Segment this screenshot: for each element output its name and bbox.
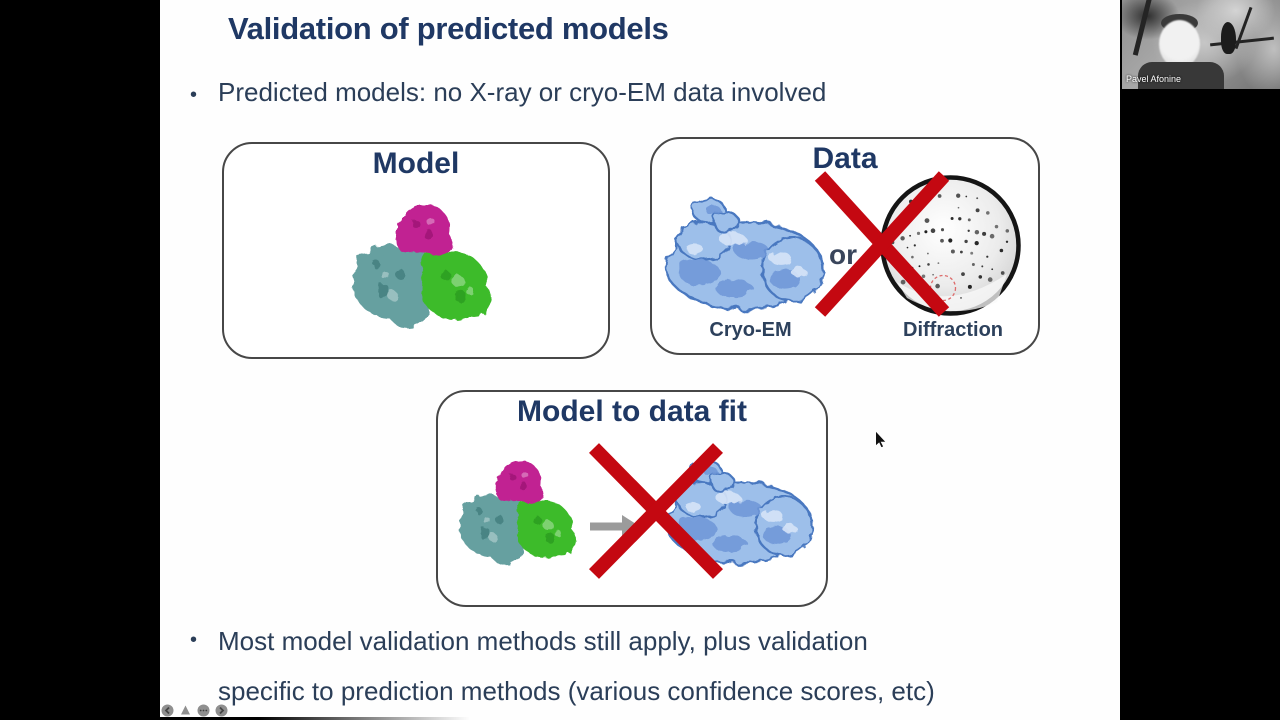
letterbox-right [1120,0,1280,720]
cryoem-caption: Cryo-EM [709,319,792,341]
bullet-line-1: Most model validation methods still appl… [218,626,868,656]
letterbox-left [0,0,160,720]
panel-model-title: Model [372,147,460,180]
diffraction-caption: Diffraction [903,319,1003,341]
person-torso [1138,62,1224,89]
bullet-marker: • [190,84,198,106]
bullet-line-2: specific to prediction methods (various … [218,676,935,706]
panel-data-title: Data [812,142,878,175]
red-cross-fit-icon [589,443,723,579]
participant-name-label: Pavel Afonine [1126,74,1182,84]
slide-title: Validation of predicted models [228,11,669,46]
previous-slide-icon[interactable] [161,704,174,717]
pen-icon[interactable] [179,704,192,717]
more-options-icon[interactable] [197,704,210,717]
bottom-edge-strip [0,717,470,720]
or-label: or [829,239,857,270]
webcam-thumbnail[interactable]: Pavel Afonine [1122,0,1280,89]
bullet-text: Predicted models: no X-ray or cryo-EM da… [218,77,827,107]
bullet-validation-methods: • Most model validation methods still ap… [190,616,1125,716]
mouse-cursor-icon [875,431,887,448]
person-face [1159,20,1200,68]
protein-fit-illustration [447,446,590,579]
cryoem-map-illustration [652,182,832,320]
red-cross-data-icon [814,171,950,317]
bullet-text: Most model validation methods still appl… [218,616,935,716]
next-slide-icon[interactable] [215,704,228,717]
bird-silhouette [1221,22,1236,54]
protein-model-illustration [338,196,508,336]
bullet-marker: • [190,629,198,651]
presenter-toolbar [161,704,228,717]
bullet-predicted-models: • Predicted models: no X-ray or cryo-EM … [190,77,826,113]
panel-fit-title: Model to data fit [517,395,747,428]
